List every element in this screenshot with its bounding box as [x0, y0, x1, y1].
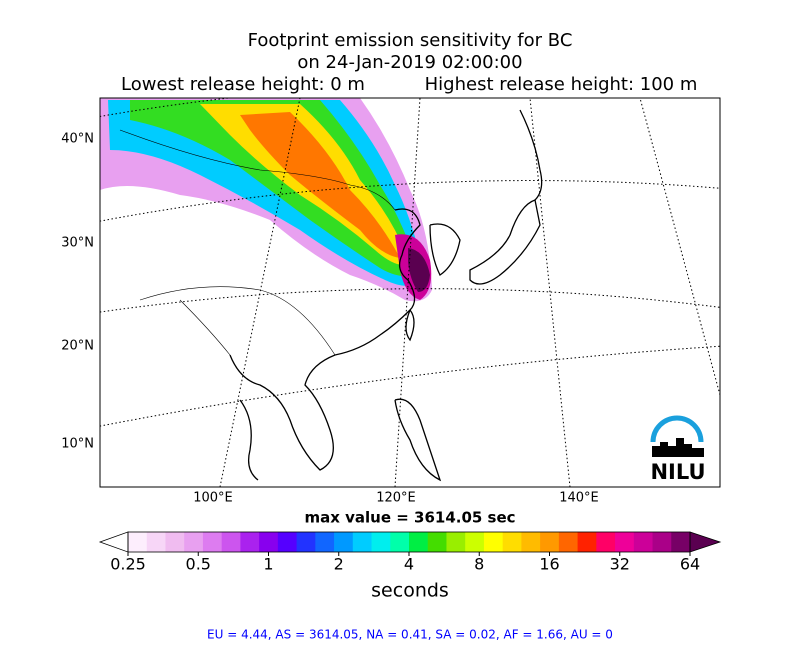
colorbar-segment	[259, 532, 279, 552]
colorbar-tick-label: 0.5	[186, 555, 211, 574]
colorbar-tick-label: 2	[334, 555, 344, 574]
map	[100, 98, 720, 487]
colorbar-segment	[221, 532, 241, 552]
colorbar-segment	[202, 532, 223, 552]
colorbar-segment	[540, 532, 560, 552]
release-high: Highest release height: 100 m	[425, 74, 698, 95]
colorbar-segment	[427, 532, 447, 552]
title: Footprint emission sensitivity for BC	[248, 30, 573, 51]
lat-label: 10°N	[61, 437, 94, 452]
colorbar-segment	[596, 532, 616, 552]
footer: EU = 4.44, AS = 3614.05, NA = 0.41, SA =…	[207, 628, 613, 642]
colorbar-segment	[446, 532, 466, 552]
colorbar-segment	[577, 532, 597, 552]
plume	[240, 112, 400, 258]
colorbar-segment	[128, 532, 148, 552]
colorbar-segment	[465, 532, 485, 552]
colorbar-segment	[652, 532, 672, 552]
colorbar-under	[98, 531, 129, 553]
colorbar-over	[689, 531, 722, 553]
colorbar-tick-label: 1	[263, 555, 273, 574]
colorbar-segment	[184, 532, 204, 552]
colorbar-segment	[315, 532, 335, 552]
release-low: Lowest release height: 0 m	[121, 74, 365, 95]
colorbar-tick-label: 32	[610, 555, 630, 574]
colorbar-segment	[521, 532, 541, 552]
colorbar-label: seconds	[371, 580, 449, 602]
colorbar-segment	[633, 532, 654, 552]
colorbar-segment	[615, 532, 635, 552]
colorbar-segment	[296, 532, 316, 552]
colorbar-tick-label: 16	[539, 555, 559, 574]
colorbar-segment	[352, 532, 373, 552]
colorbar-tick-label: 64	[680, 555, 700, 574]
map-frame	[99, 97, 721, 488]
logo: NILU	[650, 415, 706, 484]
colorbar-segment	[558, 532, 579, 552]
lon-label: 100°E	[193, 491, 233, 506]
colorbar-segment	[671, 532, 691, 552]
colorbar-tick-label: 4	[404, 555, 414, 574]
colorbar-segment	[146, 532, 166, 552]
colorbar-tick-label: 0.25	[110, 555, 146, 574]
lat-label: 40°N	[61, 132, 94, 147]
colorbar-segment	[371, 532, 391, 552]
lon-label: 140°E	[559, 491, 599, 506]
plume	[408, 248, 430, 292]
colorbar-segment	[334, 532, 354, 552]
colorbar-segment	[240, 532, 260, 552]
logo-text: NILU	[650, 460, 705, 484]
colorbar-segment	[277, 532, 298, 552]
colorbar-segment	[390, 532, 410, 552]
lat-label: 20°N	[61, 339, 94, 354]
lon-label: 120°E	[376, 491, 416, 506]
max-value: max value = 3614.05 sec	[304, 509, 515, 527]
lat-label: 30°N	[61, 236, 94, 251]
plume	[130, 100, 420, 277]
colorbar-segment	[502, 532, 522, 552]
subtitle: on 24-Jan-2019 02:00:00	[297, 52, 522, 73]
colorbar-segment	[483, 532, 504, 552]
colorbar-segment	[409, 532, 429, 552]
colorbar-segment	[165, 532, 185, 552]
colorbar-tick-label: 8	[474, 555, 484, 574]
